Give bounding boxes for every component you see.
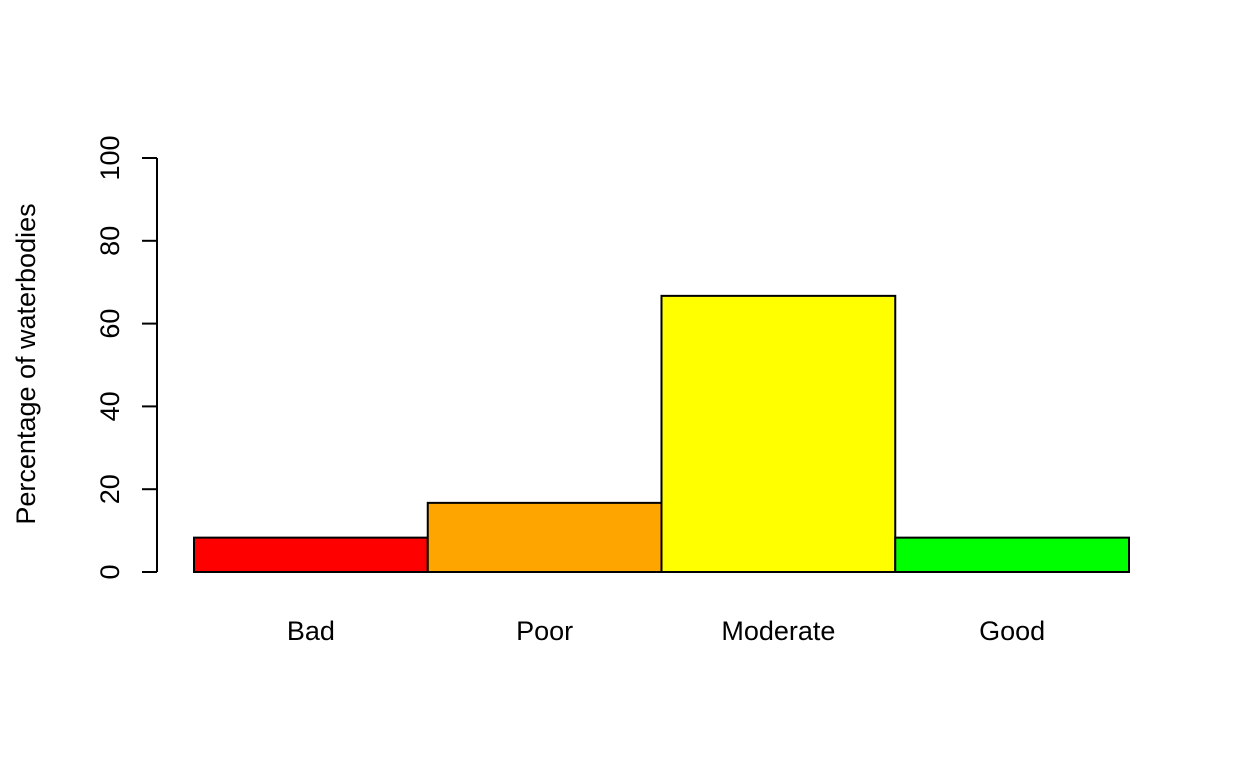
y-tick-label: 0 bbox=[95, 564, 125, 579]
category-label: Good bbox=[979, 616, 1045, 646]
y-tick-label: 60 bbox=[95, 309, 125, 339]
category-label: Moderate bbox=[721, 616, 835, 646]
y-tick-label: 80 bbox=[95, 226, 125, 256]
y-tick-label: 100 bbox=[95, 135, 125, 180]
bar-moderate bbox=[660, 294, 897, 573]
category-labels: Bad Poor Moderate Good bbox=[287, 616, 1045, 646]
bar-good bbox=[894, 536, 1130, 573]
y-tick-label: 20 bbox=[95, 474, 125, 504]
category-label: Bad bbox=[287, 616, 335, 646]
bar-poor bbox=[426, 501, 663, 573]
y-axis-label: Percentage of waterbodies bbox=[11, 203, 41, 524]
y-tick-label: 40 bbox=[95, 391, 125, 421]
bars bbox=[193, 294, 1130, 573]
category-label: Poor bbox=[516, 616, 573, 646]
bar-bad bbox=[193, 536, 429, 573]
y-axis: 0 20 40 60 80 100 bbox=[95, 135, 158, 580]
